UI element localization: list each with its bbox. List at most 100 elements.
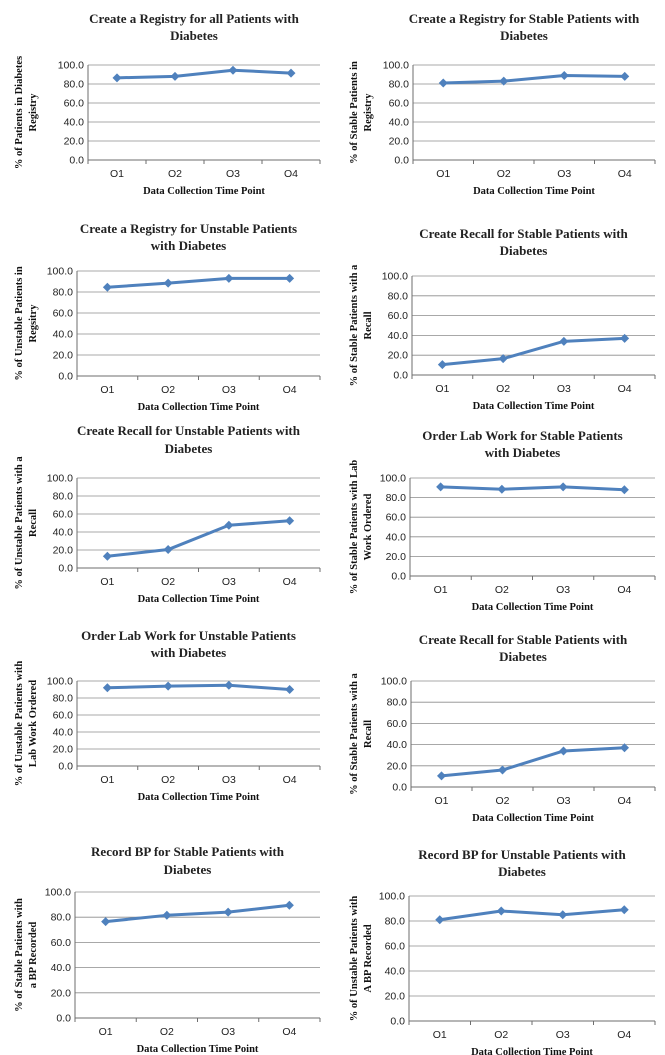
y-tick-label: 20.0 <box>388 350 409 362</box>
y-tick-label: 60.0 <box>385 941 406 953</box>
series-line <box>441 73 627 85</box>
y-tick-label: 100.0 <box>47 266 73 278</box>
x-axis-title: Data Collection Time Point <box>143 186 265 197</box>
data-point-marker <box>436 482 446 492</box>
y-tick-label: 60.0 <box>387 718 408 730</box>
y-axis-title: Recall <box>363 720 374 748</box>
data-point-marker <box>496 906 506 916</box>
x-tick-label: O3 <box>556 795 570 807</box>
x-tick-label: O1 <box>100 384 114 396</box>
data-point-marker <box>559 70 569 80</box>
y-tick-label: 60.0 <box>53 308 74 320</box>
y-tick-label: 40.0 <box>51 962 72 974</box>
series-line <box>115 68 293 80</box>
line-chart-4: Create Recall for Stable Patients with Di… <box>349 226 656 412</box>
y-tick-label: 0.0 <box>58 371 73 383</box>
data-point-marker <box>499 76 509 86</box>
y-tick-label: 40.0 <box>389 117 410 129</box>
data-point-marker <box>620 71 630 81</box>
x-tick-label: O2 <box>497 168 511 180</box>
data-point-marker <box>223 907 233 917</box>
y-tick-label: 0.0 <box>394 155 409 167</box>
data-point-marker <box>224 273 234 283</box>
y-axis-title: Registry <box>363 93 374 132</box>
y-tick-label: 80.0 <box>385 916 406 928</box>
data-point-marker <box>286 68 296 78</box>
x-tick-label: O3 <box>226 168 240 180</box>
x-tick-label: O2 <box>496 383 510 395</box>
series-line <box>439 485 626 492</box>
y-tick-label: 80.0 <box>51 912 72 924</box>
chart-title: Diabetes <box>500 28 548 43</box>
x-axis-title: Data Collection Time Point <box>138 594 260 605</box>
y-axis-title: % of Stable Patients with Lab <box>349 460 360 595</box>
data-point-marker <box>162 910 172 920</box>
y-axis-title: Recall <box>28 509 39 537</box>
x-tick-label: O3 <box>556 584 570 596</box>
x-tick-label: O1 <box>99 1026 113 1038</box>
y-tick-label: 80.0 <box>53 491 74 503</box>
y-tick-label: 80.0 <box>387 697 408 709</box>
line-chart-1: Create a Registry for all Patients with D… <box>14 11 321 197</box>
y-tick-label: 0.0 <box>56 1013 71 1025</box>
x-tick-label: O2 <box>161 384 175 396</box>
y-tick-label: 20.0 <box>64 136 85 148</box>
y-tick-label: 40.0 <box>385 966 406 978</box>
y-tick-label: 40.0 <box>53 527 74 539</box>
y-tick-label: 100.0 <box>379 891 405 903</box>
data-point-marker <box>620 743 629 753</box>
chart-title: Create Recall for Unstable Patients with <box>77 423 301 438</box>
x-axis-title: Data Collection Time Point <box>472 813 594 824</box>
data-point-marker <box>438 78 448 88</box>
y-tick-label: 60.0 <box>64 98 85 110</box>
chart-title: Diabetes <box>498 864 546 879</box>
x-tick-label: O1 <box>434 795 448 807</box>
line-chart-3: Create a Registry for Unstable Patients w… <box>14 221 321 413</box>
x-tick-label: O2 <box>168 168 182 180</box>
x-axis-title: Data Collection Time Point <box>473 186 595 197</box>
chart-title: with Diabetes <box>151 645 226 660</box>
data-point-marker <box>620 333 630 343</box>
line-chart-9: Record BP for Stable Patients with Diabet… <box>14 844 321 1055</box>
data-point-marker <box>102 282 112 292</box>
y-tick-label: 60.0 <box>53 710 74 722</box>
x-tick-label: O2 <box>161 576 175 588</box>
y-axis-title: Lab Work Ordered <box>28 680 39 767</box>
chart-title: with Diabetes <box>485 445 560 460</box>
y-axis-title: Work Ordered <box>363 494 374 561</box>
data-point-marker <box>285 685 295 694</box>
y-tick-label: 40.0 <box>387 739 408 751</box>
y-tick-label: 0.0 <box>392 782 407 794</box>
chart-title: Order Lab Work for Stable Patients <box>422 428 622 443</box>
y-tick-label: 100.0 <box>47 473 73 485</box>
x-tick-label: O1 <box>434 584 448 596</box>
x-tick-label: O2 <box>494 1029 508 1041</box>
line-chart-2: Create a Registry for Stable Patients wi… <box>349 11 656 197</box>
chart-title: Diabetes <box>165 441 213 456</box>
series-line <box>440 746 626 778</box>
x-tick-label: O3 <box>222 384 236 396</box>
y-tick-label: 20.0 <box>51 987 72 999</box>
y-tick-label: 0.0 <box>58 563 73 575</box>
series-line <box>104 903 291 924</box>
data-point-marker <box>163 681 173 691</box>
data-point-marker <box>284 900 294 910</box>
data-point-marker <box>619 485 629 495</box>
chart-title: Diabetes <box>164 862 212 877</box>
y-tick-label: 0.0 <box>391 571 406 583</box>
x-tick-label: O1 <box>433 1029 447 1041</box>
series-line <box>105 683 292 691</box>
chart-title: Create a Registry for Stable Patients wi… <box>409 11 640 26</box>
y-tick-label: 100.0 <box>383 60 409 72</box>
y-tick-label: 0.0 <box>390 1016 405 1028</box>
y-tick-label: 100.0 <box>382 271 408 283</box>
x-tick-label: O3 <box>222 774 236 786</box>
y-tick-label: 100.0 <box>47 676 73 688</box>
y-tick-label: 80.0 <box>388 290 409 302</box>
data-point-marker <box>224 520 234 530</box>
y-tick-label: 100.0 <box>380 473 406 485</box>
x-tick-label: O3 <box>556 1029 570 1041</box>
y-tick-label: 0.0 <box>69 155 84 167</box>
data-point-marker <box>285 516 295 526</box>
